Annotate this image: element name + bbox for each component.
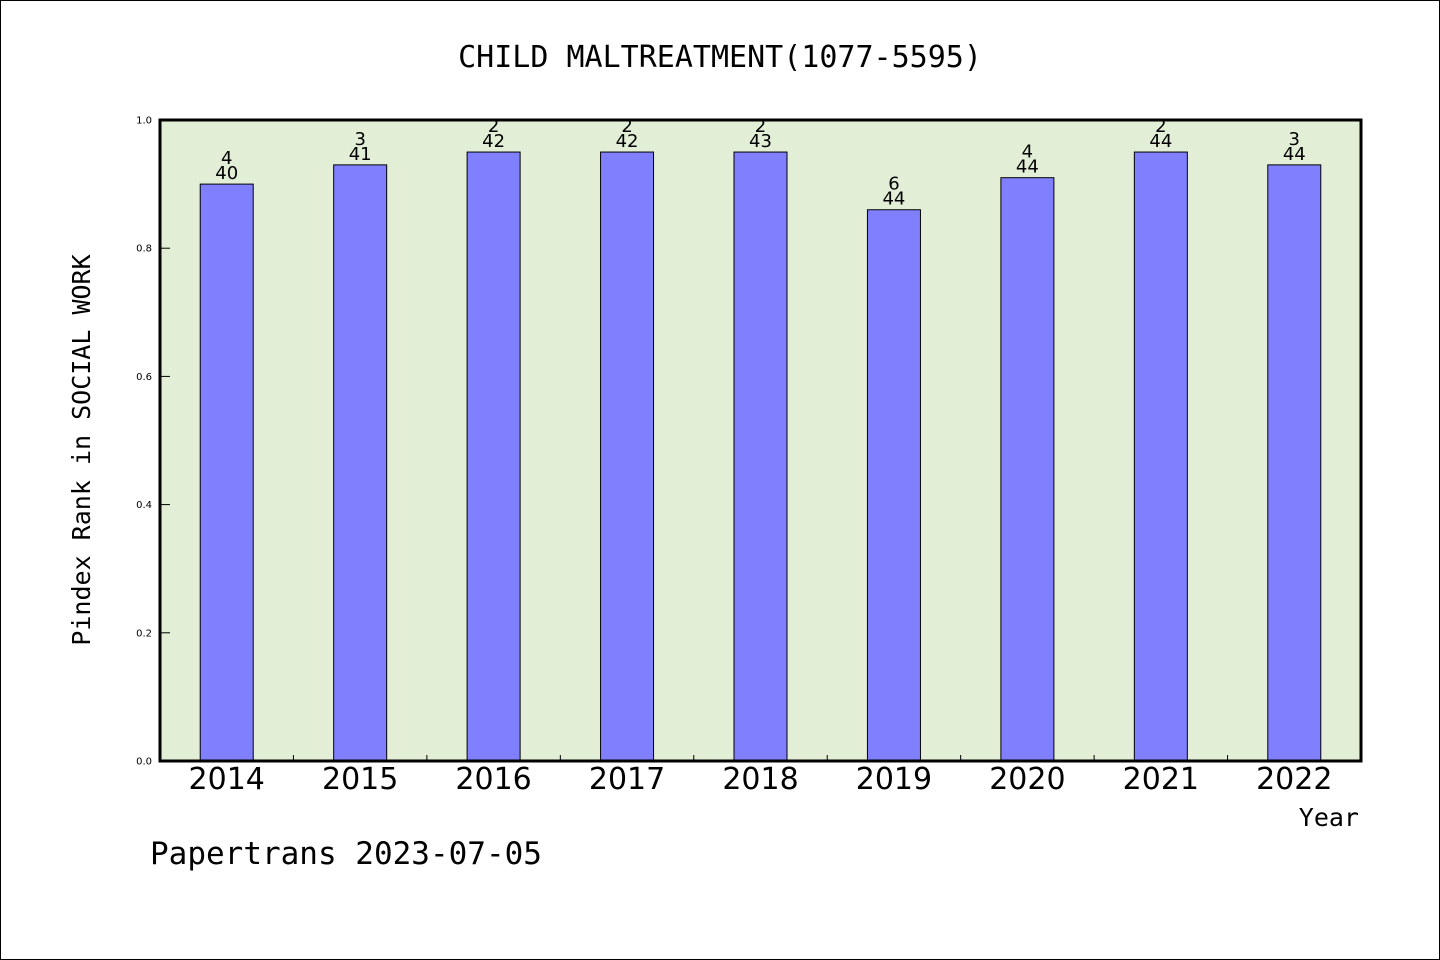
bar-total-label: 43 <box>749 131 772 152</box>
bar <box>733 151 788 762</box>
y-tick-label: 0.0 <box>136 757 152 768</box>
x-tick-label: 2021 <box>1123 762 1199 797</box>
bar <box>1133 151 1188 762</box>
x-tick-label: 2020 <box>989 762 1065 797</box>
y-tick-label: 0.6 <box>136 372 152 383</box>
y-axis-label: Pindex Rank in SOCIAL WORK <box>67 254 96 645</box>
bar-total-label: 42 <box>616 131 639 152</box>
y-tick-label: 0.8 <box>136 244 152 255</box>
y-tick-label: 0.4 <box>136 500 152 511</box>
x-tick-label: 2015 <box>322 762 398 797</box>
x-tick-label: 2019 <box>856 762 932 797</box>
bar <box>866 209 921 762</box>
bar <box>1267 164 1322 762</box>
x-tick-label: 2017 <box>589 762 665 797</box>
plot-border <box>158 118 1363 763</box>
bar-total-label: 41 <box>349 144 372 165</box>
bars <box>199 151 1322 762</box>
y-tick-label: 1.0 <box>136 116 152 127</box>
x-axis-ticks: 2014 2015 2016 2017 2018 2019 2020 2021 2022 <box>189 755 1332 797</box>
x-tick-label: 2016 <box>455 762 531 797</box>
y-tick-label: 0.2 <box>136 628 152 639</box>
x-axis-label: Year <box>1299 803 1359 832</box>
x-tick-label: 2014 <box>189 762 265 797</box>
bar-rank-label: 2 <box>1155 116 1166 137</box>
bar-total-label: 44 <box>1016 157 1039 178</box>
bar <box>333 164 388 762</box>
x-tick-label: 2018 <box>722 762 798 797</box>
bar-rank-label: 4 <box>221 148 232 169</box>
bar-rank-label: 2 <box>755 116 766 137</box>
bar-total-label: 44 <box>882 189 905 210</box>
bar-total-label: 44 <box>1283 144 1306 165</box>
y-axis-ticks: 0.0 0.2 0.4 0.6 0.8 1.0 <box>136 116 170 768</box>
chart-title: CHILD MALTREATMENT(1077-5595) <box>458 40 982 75</box>
bar-rank-label: 4 <box>1022 142 1033 163</box>
bar <box>466 151 521 762</box>
bar-total-label: 44 <box>1149 131 1172 152</box>
bar <box>199 183 254 762</box>
bar-rank-label: 3 <box>354 129 365 150</box>
x-tick-label: 2022 <box>1256 762 1332 797</box>
footer-credit: Papertrans 2023-07-05 <box>150 836 542 872</box>
bar-rank-label: 3 <box>1289 129 1300 150</box>
bar-rank-label: 2 <box>621 116 632 137</box>
bar-total-label: 40 <box>215 163 238 184</box>
bar-rank-label: 2 <box>488 116 499 137</box>
bar <box>1000 177 1055 762</box>
bar-total-label: 42 <box>482 131 505 152</box>
bar <box>600 151 655 762</box>
bar-rank-label: 6 <box>888 174 899 195</box>
